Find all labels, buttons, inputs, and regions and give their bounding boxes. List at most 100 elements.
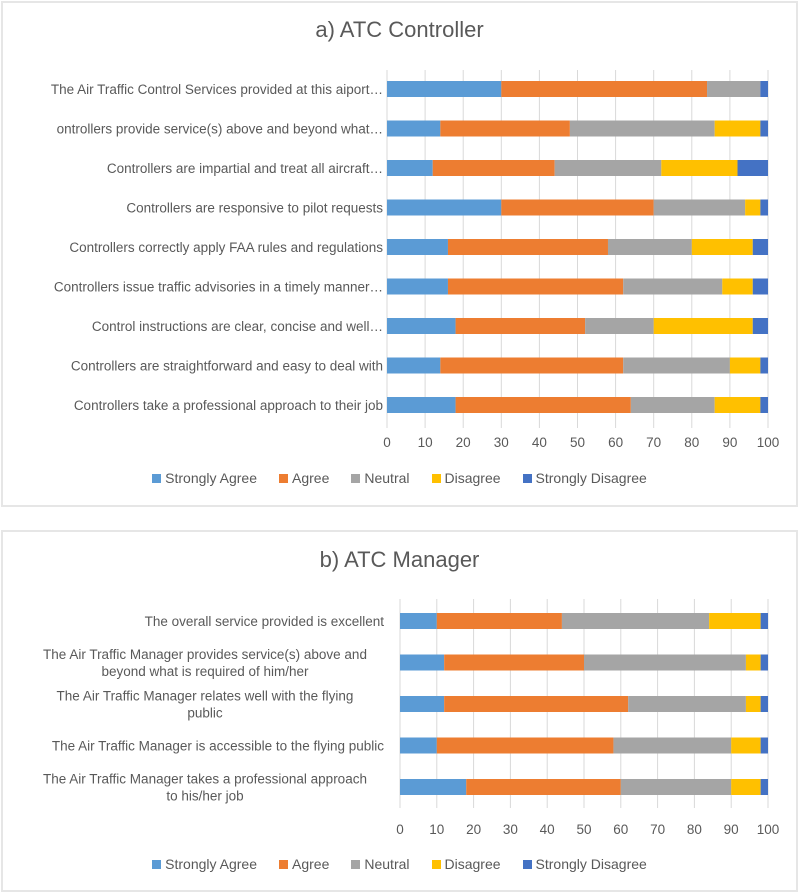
legend-item-disagree: Disagree [431,856,501,872]
bar-disagree [653,318,753,334]
category-label: Controllers issue traffic advisories in … [54,280,383,295]
legend-swatch [351,473,361,483]
bar-neutral [561,613,710,629]
bar-strongly-disagree [752,239,768,255]
x-tick-label: 100 [757,822,780,837]
category-label: Controllers are responsive to pilot requ… [126,201,383,216]
bar-strongly-disagree [760,737,768,754]
bar-strongly-disagree [760,357,768,374]
bar-strongly-agree [400,779,467,795]
bar-disagree [745,696,761,712]
legend-label: Agree [292,470,330,486]
bar-strongly-agree [387,160,433,176]
category-label: The Air Traffic Manager is accessible to… [52,739,384,754]
bar-strongly-disagree [760,654,768,671]
bar-disagree [714,120,761,137]
legend-item-disagree: Disagree [431,470,501,486]
bar-disagree [661,160,738,176]
bar-strongly-disagree [760,120,768,137]
bar-agree [432,160,555,176]
legend-item-strongly-agree: Strongly Agree [152,856,257,872]
bar-neutral [607,239,692,255]
legend-label: Disagree [444,856,501,872]
legend-label: Neutral [364,470,410,486]
bar-neutral [584,654,746,671]
category-label: The Air Traffic Manager provides service… [43,647,367,679]
bar-neutral [630,397,715,413]
bar-strongly-agree [387,278,448,295]
bar-strongly-agree [387,120,441,137]
bar-neutral [653,199,746,216]
chart-plot-atc-controller: 0 10 20 30 40 50 60 70 80 90 100 The Air Traffic Co… [51,70,779,450]
chart-legend: Strongly Agree Agree Neutral Disagree Strong… [3,470,796,486]
legend-swatch [351,859,361,869]
x-tick-label: 70 [650,822,665,837]
x-tick-label: 0 [383,435,391,450]
bar-agree [447,278,624,295]
x-tick-label: 10 [429,822,444,837]
x-tick-label: 50 [576,822,591,837]
x-tick-label: 10 [418,435,433,450]
bar-strongly-agree [387,397,456,413]
legend-label: Strongly Disagree [535,470,647,486]
bar-strongly-disagree [760,696,768,712]
bar-strongly-agree [387,318,456,334]
legend-item-neutral: Neutral [351,470,410,486]
bar-neutral [569,120,715,137]
legend-swatch [522,473,532,483]
category-label: Controllers are straightforward and easy… [71,359,383,374]
legend-swatch [431,859,441,869]
bar-strongly-disagree [760,199,768,216]
x-tick-label: 90 [724,822,739,837]
legend-swatch [279,473,289,483]
legend-swatch [152,859,162,869]
x-tick-label: 60 [608,435,623,450]
bar-agree [440,357,624,374]
bar-agree [455,318,586,334]
chart-panel-atc-manager: b) ATC Manager 0 10 20 30 40 50 60 70 80 90 100 The… [1,530,798,892]
bar-neutral [585,318,654,334]
bar-strongly-agree [387,239,448,255]
x-tick-label: 0 [396,822,404,837]
legend-label: Strongly Agree [165,470,258,486]
bar-strongly-disagree [752,278,768,295]
legend-label: Strongly Disagree [535,856,647,872]
bar-strongly-disagree [737,160,768,176]
bar-neutral [620,779,732,795]
bar-strongly-disagree [760,779,768,795]
category-label: Control instructions are clear, concise … [92,319,383,334]
legend-item-agree: Agree [279,470,329,486]
bar-strongly-disagree [760,397,768,413]
bar-disagree [722,278,753,295]
chart-title: a) ATC Controller [315,17,484,42]
legend-swatch [279,859,289,869]
category-label: Controllers are impartial and treat all … [107,161,383,176]
category-label: The Air Traffic Manager relates well wit… [57,689,354,721]
legend-item-strongly-disagree: Strongly Disagree [522,470,647,486]
bar-neutral [554,160,662,176]
bar-disagree [745,654,761,671]
bar-agree [501,81,708,97]
bar-neutral [613,737,732,754]
legend-label: Agree [292,856,330,872]
legend-item-neutral: Neutral [351,856,410,872]
bar-disagree [729,357,761,374]
bar-agree [455,397,631,413]
category-label: The Air Traffic Control Services provide… [51,82,383,97]
bar-neutral [707,81,761,97]
category-label: ontrollers provide service(s) above and … [57,122,383,137]
bar-agree [444,696,629,712]
bar-strongly-agree [387,81,502,97]
chart-panel-atc-controller: a) ATC Controller 0 10 20 30 40 50 60 70 80 90 100… [1,1,798,507]
legend-swatch [431,473,441,483]
bar-agree [436,737,614,754]
bar-neutral [623,357,730,374]
bar-strongly-disagree [760,613,768,629]
bar-disagree [731,779,761,795]
bar-neutral [623,278,723,295]
category-label: Controllers take a professional approach… [74,398,383,413]
legend-swatch [522,859,532,869]
x-tick-label: 70 [646,435,661,450]
x-tick-label: 50 [570,435,585,450]
bar-strongly-agree [400,696,445,712]
